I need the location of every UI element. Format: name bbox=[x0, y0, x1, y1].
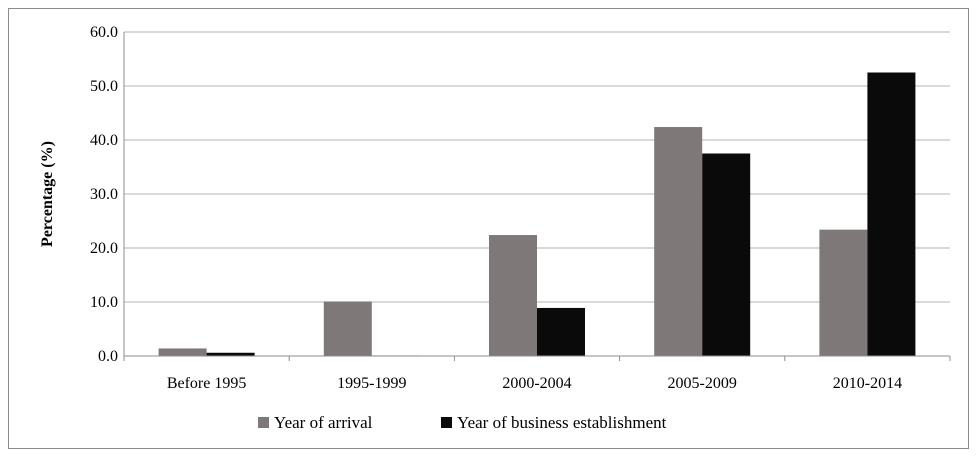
x-tick-label: 2005-2009 bbox=[668, 375, 737, 392]
legend-label: Year of arrival bbox=[274, 413, 373, 432]
legend-swatch bbox=[258, 417, 269, 428]
bar-business-4 bbox=[867, 72, 916, 356]
x-tick-label: 2000-2004 bbox=[502, 375, 571, 392]
bar-arrival-2 bbox=[489, 235, 537, 356]
legend-label: Year of business establishment bbox=[457, 413, 667, 432]
y-tick-label: 0.0 bbox=[98, 348, 118, 365]
chart-frame bbox=[8, 8, 969, 449]
x-tick-labels: Before 1995 1995-1999 2000-2004 2005-2009 20… bbox=[167, 375, 902, 392]
x-tick-label: Before 1995 bbox=[167, 375, 247, 392]
bar-arrival-0 bbox=[158, 348, 207, 356]
y-tick-label: 20.0 bbox=[90, 240, 118, 257]
axes bbox=[123, 32, 951, 361]
y-tick-labels: 0.0 10.0 20.0 30.0 40.0 50.0 60.0 bbox=[90, 24, 118, 365]
y-tick-label: 40.0 bbox=[90, 132, 118, 149]
y-tick-label: 50.0 bbox=[90, 78, 118, 95]
gridlines bbox=[124, 31, 950, 303]
bar-arrival-4 bbox=[819, 229, 868, 356]
bar-business-3 bbox=[702, 153, 751, 356]
y-axis-label: Percentage (%) bbox=[39, 141, 56, 247]
y-tick-label: 30.0 bbox=[90, 186, 118, 203]
y-tick-label: 10.0 bbox=[90, 294, 118, 311]
legend-item: Year of business establishment bbox=[441, 413, 667, 432]
x-tick-label: 2010-2014 bbox=[833, 375, 902, 392]
bar-arrival-1 bbox=[323, 301, 372, 356]
x-tick-label: 1995-1999 bbox=[337, 375, 406, 392]
bar-business-0 bbox=[206, 352, 255, 356]
legend: Year of arrival Year of business establis… bbox=[258, 413, 667, 432]
bars bbox=[158, 72, 916, 356]
y-tick-label: 60.0 bbox=[90, 24, 118, 41]
bar-arrival-3 bbox=[654, 127, 703, 356]
legend-item: Year of arrival bbox=[258, 413, 373, 432]
bar-business-2 bbox=[537, 307, 585, 356]
legend-swatch bbox=[441, 417, 452, 428]
